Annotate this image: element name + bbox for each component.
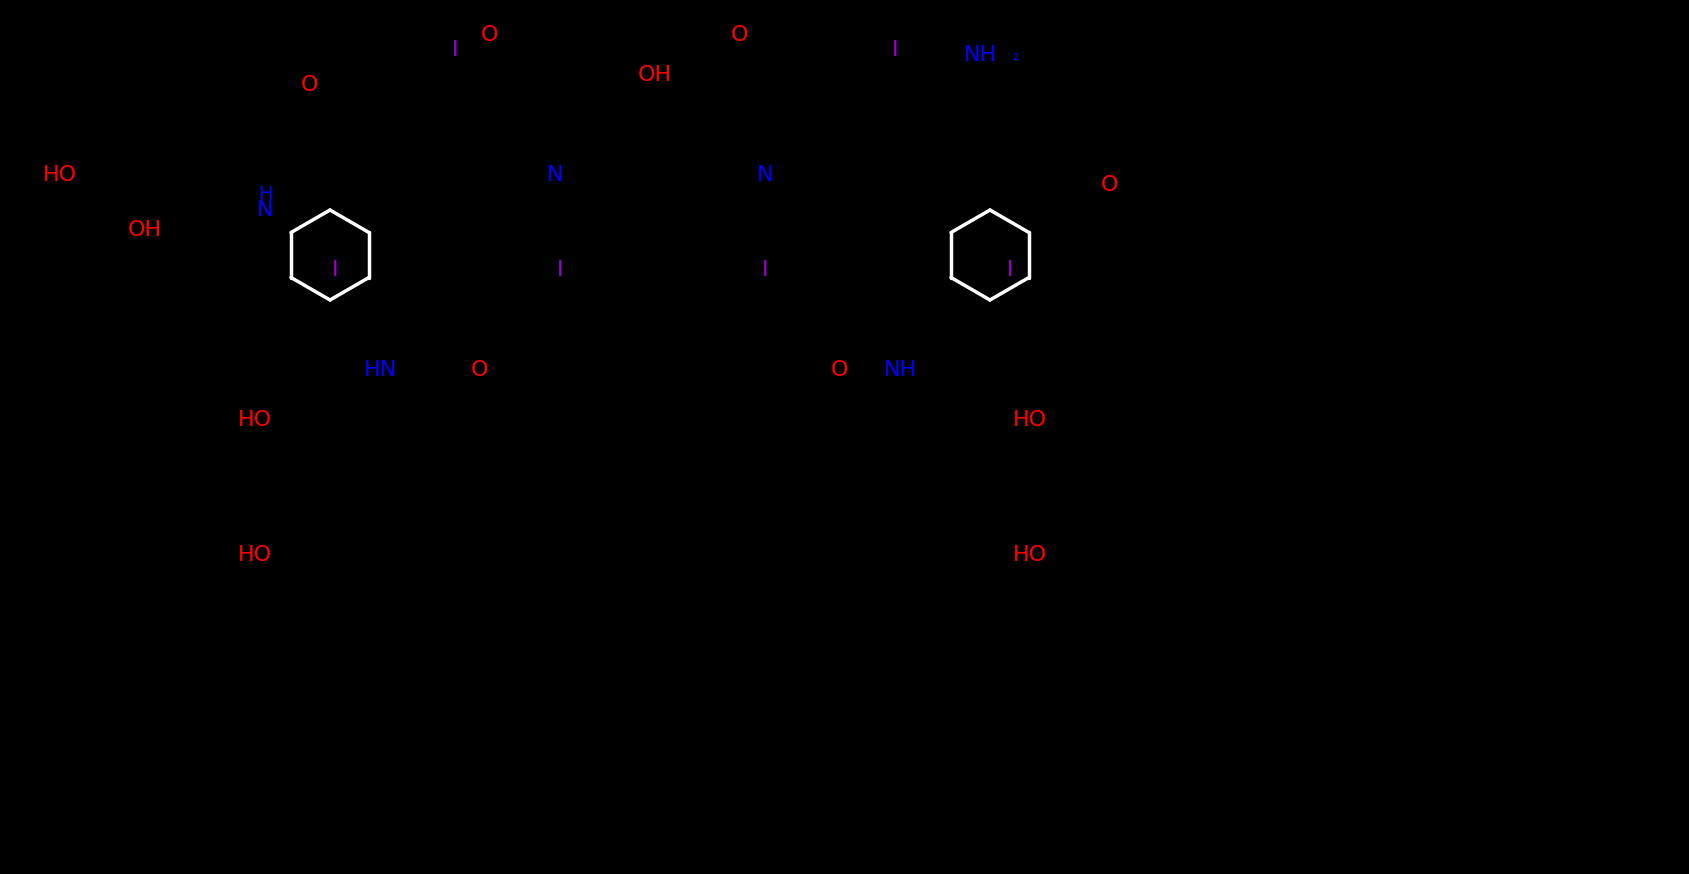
Text: HO: HO: [1013, 410, 1047, 430]
Text: HO: HO: [238, 410, 272, 430]
Text: I: I: [557, 260, 562, 280]
Text: O: O: [481, 25, 498, 45]
Text: O: O: [731, 25, 748, 45]
Text: HO: HO: [1013, 545, 1047, 565]
Text: ₂: ₂: [1012, 47, 1018, 63]
Text: O: O: [831, 360, 850, 380]
Text: I: I: [892, 40, 899, 60]
Text: N: N: [257, 200, 274, 220]
Text: HO: HO: [42, 165, 78, 185]
Text: I: I: [1007, 260, 1013, 280]
Text: O: O: [1101, 175, 1118, 195]
Text: NH: NH: [963, 45, 997, 65]
Text: H: H: [258, 185, 272, 205]
Text: N: N: [757, 165, 774, 185]
Text: NH: NH: [883, 360, 917, 380]
Text: OH: OH: [638, 65, 672, 85]
Text: O: O: [471, 360, 488, 380]
Text: HN: HN: [363, 360, 397, 380]
Text: O: O: [301, 75, 319, 95]
Text: I: I: [331, 260, 338, 280]
Text: HO: HO: [238, 545, 272, 565]
Text: N: N: [547, 165, 562, 185]
Text: OH: OH: [128, 220, 162, 240]
Text: I: I: [451, 40, 458, 60]
Text: I: I: [762, 260, 768, 280]
